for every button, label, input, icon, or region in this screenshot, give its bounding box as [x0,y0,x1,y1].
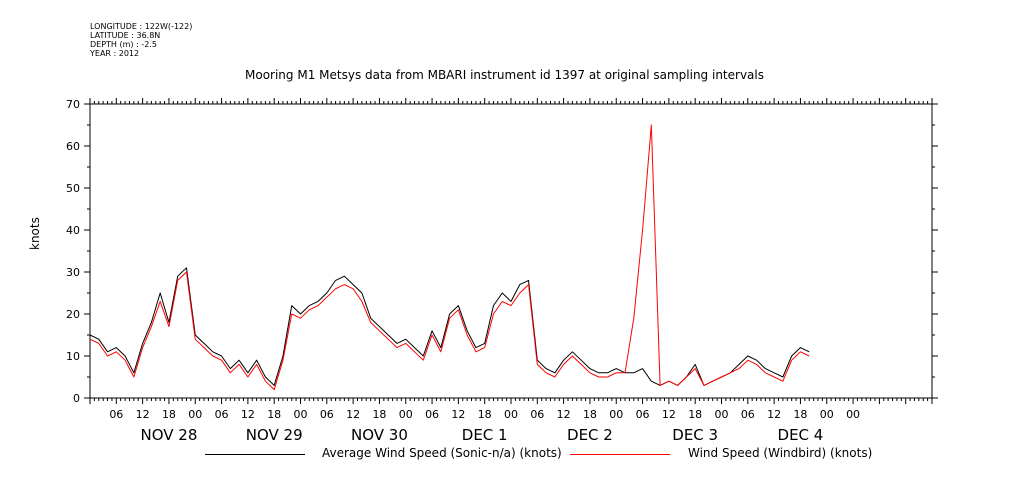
x-hour-label: 00 [820,408,834,421]
x-hour-label: 12 [662,408,676,421]
x-hour-label: 12 [241,408,255,421]
x-hour-label: 06 [636,408,650,421]
metadata-block: LONGITUDE : 122W(-122) LATITUDE : 36.8N … [90,22,192,58]
x-hour-label: 00 [846,408,860,421]
x-day-label: DEC 1 [462,426,508,444]
x-hour-label: 12 [451,408,465,421]
series-windbird-line [89,124,810,391]
x-hour-label: 00 [188,408,202,421]
x-hour-label: 18 [162,408,176,421]
y-tick-label: 40 [66,224,80,237]
x-hour-label: 12 [136,408,150,421]
x-hour-label: 00 [399,408,413,421]
x-hour-label: 18 [478,408,492,421]
series-average-wind-line [89,267,810,386]
x-hour-label: 18 [688,408,702,421]
depth-label: DEPTH (m) : -2.5 [90,40,157,49]
x-hour-label: 06 [741,408,755,421]
x-day-label: NOV 28 [140,426,197,444]
x-hour-label: 06 [530,408,544,421]
x-day-label: DEC 3 [672,426,718,444]
y-tick-label: 70 [66,98,80,111]
chart-title: Mooring M1 Metsys data from MBARI instru… [245,68,764,82]
x-hour-label: 06 [109,408,123,421]
x-hour-label: 18 [793,408,807,421]
latitude-label: LATITUDE : 36.8N [90,31,161,40]
legend-swatch-average [205,454,305,455]
x-hour-label: 00 [504,408,518,421]
x-day-label: DEC 2 [567,426,613,444]
x-hour-label: 12 [557,408,571,421]
x-hour-label: 06 [215,408,229,421]
x-hour-label: 18 [372,408,386,421]
legend-label-windbird: Wind Speed (Windbird) (knots) [688,446,873,460]
y-tick-label: 30 [66,266,80,279]
legend-swatch-windbird [570,454,670,455]
y-tick-label: 20 [66,308,80,321]
legend-label-average: Average Wind Speed (Sonic-n/a) (knots) [322,446,562,460]
year-label: YEAR : 2012 [90,49,140,58]
x-day-label: NOV 29 [246,426,303,444]
y-tick-label: 60 [66,140,80,153]
y-tick-label: 0 [73,392,80,405]
x-hour-label: 00 [294,408,308,421]
x-hour-label: 00 [609,408,623,421]
x-hour-label: 00 [715,408,729,421]
x-hour-label: 06 [320,408,334,421]
y-axis-label: knots [28,217,42,250]
x-hour-label: 12 [346,408,360,421]
x-day-label: DEC 4 [778,426,824,444]
y-tick-label: 10 [66,350,80,363]
y-tick-label: 50 [66,182,80,195]
longitude-label: LONGITUDE : 122W(-122) [90,22,193,31]
x-hour-label: 06 [425,408,439,421]
x-day-label: NOV 30 [351,426,408,444]
x-hour-label: 18 [583,408,597,421]
x-hour-label: 12 [767,408,781,421]
x-hour-label: 18 [267,408,281,421]
